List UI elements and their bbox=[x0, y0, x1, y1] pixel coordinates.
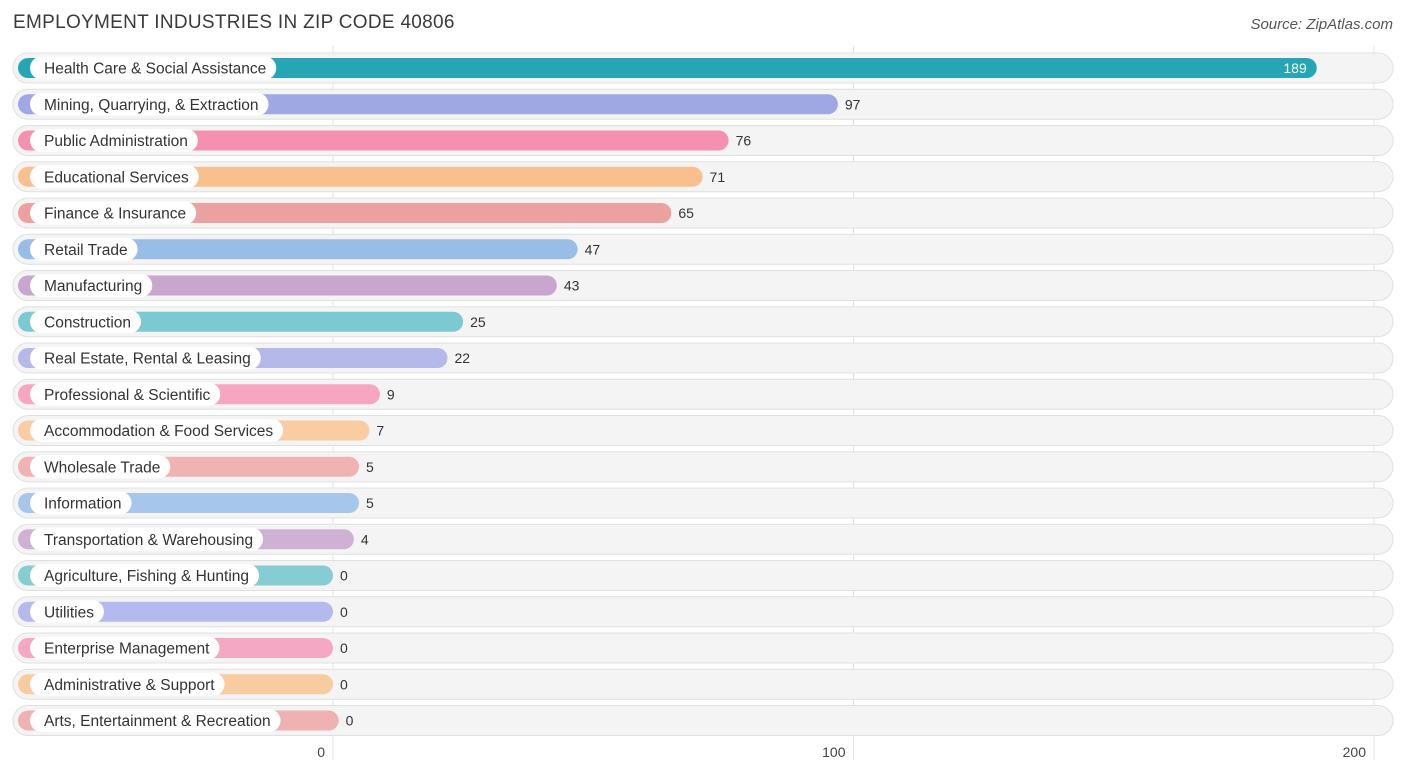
bar bbox=[18, 58, 1317, 78]
value-label: 0 bbox=[346, 713, 354, 729]
bar bbox=[18, 239, 578, 260]
value-label: 9 bbox=[387, 386, 395, 402]
category-label-bg bbox=[30, 165, 199, 189]
value-label: 189 bbox=[1283, 60, 1307, 76]
bar-row: Information 5 bbox=[12, 487, 1394, 519]
row-track bbox=[12, 705, 1394, 736]
value-label: 43 bbox=[564, 278, 580, 294]
category-label-bg bbox=[30, 382, 221, 406]
bar-row: Administrative & Support 0 bbox=[12, 668, 1394, 700]
row-track bbox=[12, 668, 1394, 700]
category-label: Utilities bbox=[44, 604, 94, 621]
bar-row: Finance & Insurance 65 bbox=[12, 197, 1394, 229]
bar-row: Health Care & Social Assistance 189 bbox=[12, 52, 1394, 84]
value-label: 0 bbox=[340, 604, 348, 620]
category-label: Professional & Scientific bbox=[44, 387, 211, 404]
category-label-bg bbox=[30, 636, 220, 660]
category-label: Mining, Quarrying, & Extraction bbox=[44, 97, 259, 114]
row-track bbox=[12, 596, 1394, 628]
x-tick-label: 200 bbox=[1343, 744, 1367, 760]
category-label-bg bbox=[30, 527, 264, 551]
category-label-bg bbox=[30, 491, 132, 515]
category-label: Enterprise Management bbox=[44, 641, 210, 658]
bar-row: Wholesale Trade 5 bbox=[12, 451, 1394, 483]
category-label-bg bbox=[30, 672, 225, 696]
category-label-bg bbox=[30, 274, 153, 297]
category-label-bg bbox=[30, 600, 104, 624]
bar-row: Mining, Quarrying, & Extraction 97 bbox=[12, 88, 1394, 120]
row-track bbox=[12, 560, 1394, 591]
chart-title: EMPLOYMENT INDUSTRIES IN ZIP CODE 40806 bbox=[13, 12, 455, 33]
bar-row: Transportation & Warehousing 4 bbox=[12, 523, 1394, 555]
category-label: Educational Services bbox=[44, 169, 189, 186]
value-label: 5 bbox=[366, 459, 374, 475]
bar-row: Arts, Entertainment & Recreation 0 bbox=[12, 705, 1394, 736]
bar-row: Retail Trade 47 bbox=[12, 233, 1394, 265]
bar bbox=[18, 275, 557, 296]
category-label: Construction bbox=[44, 314, 131, 331]
category-label-bg bbox=[30, 564, 260, 587]
bar-row: Public Administration 76 bbox=[12, 125, 1394, 156]
value-label: 65 bbox=[678, 205, 694, 221]
bar-row: Agriculture, Fishing & Hunting 0 bbox=[12, 560, 1394, 591]
x-tick-label: 100 bbox=[822, 744, 846, 760]
category-label-bg bbox=[30, 709, 281, 732]
category-label-bg bbox=[30, 92, 269, 116]
value-label: 71 bbox=[710, 169, 726, 185]
category-label-bg bbox=[30, 129, 198, 152]
category-label-bg bbox=[30, 346, 261, 370]
category-label: Real Estate, Rental & Leasing bbox=[44, 351, 251, 368]
category-label: Retail Trade bbox=[44, 242, 128, 259]
value-label: 7 bbox=[376, 423, 384, 439]
row-track bbox=[12, 632, 1394, 664]
value-label: 47 bbox=[585, 241, 601, 257]
row-track bbox=[12, 523, 1394, 555]
value-label: 76 bbox=[736, 133, 752, 149]
category-label: Transportation & Warehousing bbox=[44, 532, 253, 549]
source-label: Source: ZipAtlas.com bbox=[1250, 16, 1393, 33]
category-label-bg bbox=[30, 237, 138, 261]
value-label: 25 bbox=[470, 314, 486, 330]
row-track bbox=[12, 487, 1394, 519]
category-label: Information bbox=[44, 496, 122, 513]
category-label: Wholesale Trade bbox=[44, 459, 160, 476]
category-label: Health Care & Social Assistance bbox=[44, 61, 266, 78]
value-label: 5 bbox=[366, 495, 374, 511]
category-label: Agriculture, Fishing & Hunting bbox=[44, 568, 249, 585]
value-label: 0 bbox=[340, 640, 348, 656]
category-label: Finance & Insurance bbox=[44, 206, 186, 223]
bar-row: Accommodation & Food Services 7 bbox=[12, 415, 1394, 446]
category-label: Accommodation & Food Services bbox=[44, 423, 273, 440]
category-label-bg bbox=[30, 419, 284, 442]
value-label: 97 bbox=[845, 96, 861, 112]
category-label: Public Administration bbox=[44, 133, 188, 150]
bar-row: Manufacturing 43 bbox=[12, 270, 1394, 301]
category-label: Arts, Entertainment & Recreation bbox=[44, 713, 271, 730]
value-label: 0 bbox=[340, 568, 348, 584]
category-label: Administrative & Support bbox=[44, 677, 215, 694]
category-label: Manufacturing bbox=[44, 278, 142, 295]
category-label-bg bbox=[30, 201, 197, 225]
bar-row: Construction 25 bbox=[12, 306, 1394, 338]
bar-row: Educational Services 71 bbox=[12, 161, 1394, 193]
category-label-bg bbox=[30, 455, 171, 479]
category-label-bg bbox=[30, 310, 142, 334]
row-track bbox=[12, 451, 1394, 483]
value-label: 0 bbox=[340, 676, 348, 692]
bar-row: Utilities 0 bbox=[12, 596, 1394, 628]
value-label: 22 bbox=[455, 350, 471, 366]
x-tick-label: 0 bbox=[317, 744, 325, 760]
bar-row: Enterprise Management 0 bbox=[12, 632, 1394, 664]
category-label-bg bbox=[30, 56, 277, 80]
bar-row: Real Estate, Rental & Leasing 22 bbox=[12, 342, 1394, 374]
value-label: 4 bbox=[361, 531, 369, 547]
bar-row: Professional & Scientific 9 bbox=[12, 378, 1394, 410]
